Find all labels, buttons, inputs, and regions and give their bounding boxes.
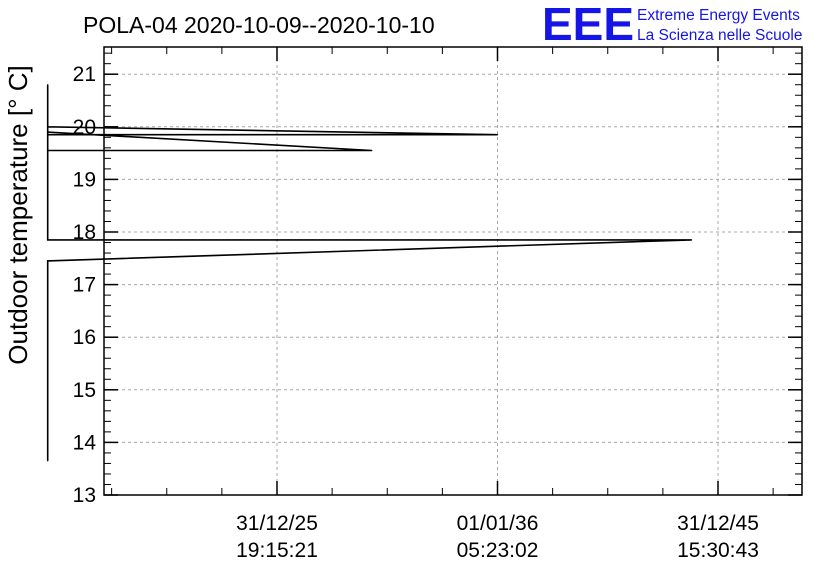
logo-mark: EEE xyxy=(542,0,634,50)
data-point xyxy=(371,149,373,152)
grid xyxy=(104,47,802,495)
data-point xyxy=(47,239,49,241)
data-point xyxy=(47,149,49,152)
y-tick-label: 14 xyxy=(73,431,97,454)
chart-title: POLA-04 2020-10-09--2020-10-10 xyxy=(83,12,435,38)
data-point xyxy=(47,131,49,133)
y-tick-label: 16 xyxy=(73,326,96,349)
y-tick-label: 15 xyxy=(73,379,96,402)
data-point xyxy=(47,84,49,86)
y-tick-label: 17 xyxy=(73,274,96,297)
x-tick-time: 05:23:02 xyxy=(457,539,539,562)
series-line xyxy=(46,84,692,461)
logo-line-1: Extreme Energy Events xyxy=(637,7,800,24)
x-tick-date: 01/01/36 xyxy=(457,512,539,535)
y-tick-label: 18 xyxy=(73,221,96,244)
plot-border xyxy=(103,46,803,496)
series xyxy=(46,84,693,462)
y-tick-label: 19 xyxy=(73,168,96,191)
x-axis: 31/12/25 19:15:21 01/01/36 05:23:02 31/12/45… xyxy=(111,47,774,562)
data-point xyxy=(47,126,49,128)
x-tick-time: 15:30:43 xyxy=(677,539,759,562)
y-axis-label: Outdoor temperature [° C] xyxy=(3,65,33,364)
data-point xyxy=(690,239,693,241)
eee-logo: EEE Extreme Energy Events La Scienza nel… xyxy=(542,0,802,50)
logo-line-2: La Scienza nelle Scuole xyxy=(637,27,802,44)
data-point xyxy=(47,460,49,462)
data-point xyxy=(47,260,49,262)
x-tick-date: 31/12/25 xyxy=(236,512,318,535)
y-tick-label: 21 xyxy=(73,63,96,86)
data-point xyxy=(47,134,49,136)
x-tick-date: 31/12/45 xyxy=(677,512,759,535)
plot-frame xyxy=(103,46,803,496)
y-tick-label: 13 xyxy=(73,484,96,507)
x-tick-time: 19:15:21 xyxy=(236,539,318,562)
data-point xyxy=(496,134,499,136)
